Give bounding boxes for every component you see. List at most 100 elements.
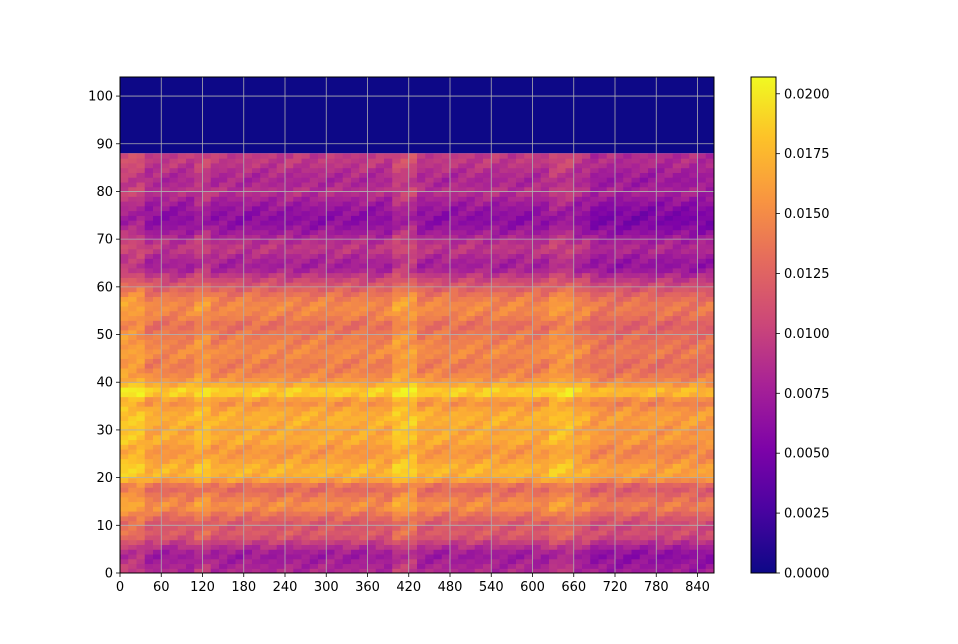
heatmap-cell (375, 406, 385, 412)
heatmap-cell (483, 515, 492, 522)
heatmap-cell (177, 387, 187, 393)
heatmap-cell (408, 377, 418, 383)
heatmap-cell (507, 353, 517, 359)
heatmap-cell (177, 377, 187, 383)
heatmap-cell (144, 296, 154, 302)
heatmap-cell (186, 458, 195, 464)
heatmap-cell (540, 263, 550, 269)
heatmap-cell (375, 272, 385, 278)
heatmap-cell (235, 191, 245, 197)
heatmap-cell (202, 553, 212, 560)
heatmap-cell (375, 234, 385, 240)
heatmap-cell (326, 296, 336, 302)
heatmap-cell (557, 506, 567, 512)
heatmap-cell (417, 158, 426, 164)
heatmap-cell (153, 243, 162, 250)
heatmap-cell (326, 215, 336, 221)
heatmap-cell (202, 468, 212, 474)
heatmap-cell (153, 477, 162, 483)
heatmap-cell (466, 429, 476, 436)
heatmap-cell (400, 468, 410, 474)
heatmap-cell (235, 334, 245, 340)
heatmap-cell (268, 429, 278, 436)
heatmap-cell (136, 348, 146, 355)
heatmap-cell (499, 172, 509, 178)
heatmap-cell (384, 310, 393, 317)
heatmap-cell (425, 243, 435, 250)
heatmap-cell (351, 382, 360, 388)
heatmap-cell (549, 372, 558, 379)
heatmap-cell (458, 558, 468, 565)
heatmap-cell (582, 248, 591, 255)
heatmap-cell (219, 205, 228, 212)
heatmap-cell (293, 358, 303, 364)
heatmap-cell (227, 491, 237, 498)
heatmap-cell (194, 301, 204, 307)
heatmap-cell (301, 301, 311, 307)
heatmap-cell (318, 210, 327, 216)
heatmap-cell (499, 487, 509, 493)
heatmap-cell (532, 506, 542, 512)
heatmap-cell (153, 253, 162, 259)
heatmap-cell (243, 558, 253, 565)
heatmap-cell (309, 191, 319, 197)
heatmap-cell (582, 315, 591, 321)
heatmap-cell (425, 234, 435, 240)
heatmap-cell (342, 310, 352, 317)
heatmap-cell (260, 568, 270, 573)
heatmap-cell (359, 520, 369, 526)
heatmap-cell (549, 363, 558, 369)
heatmap-cell (392, 420, 402, 426)
heatmap-cell (301, 334, 311, 340)
heatmap-cell (334, 263, 344, 269)
heatmap-cell (227, 196, 237, 202)
heatmap-cell (425, 181, 435, 188)
heatmap-cell (450, 472, 459, 479)
heatmap-cell (285, 282, 294, 288)
heatmap-cell (177, 496, 187, 503)
heatmap-cell (524, 396, 534, 402)
heatmap-cell (425, 515, 435, 522)
heatmap-cell (375, 205, 385, 212)
heatmap-cell (177, 272, 187, 278)
heatmap-cell (474, 296, 484, 302)
heatmap-cell (120, 472, 129, 479)
heatmap-cell (243, 215, 253, 221)
heatmap-cell (285, 220, 294, 226)
heatmap-cell (144, 229, 154, 235)
heatmap-cell (565, 372, 575, 379)
heatmap-cell (540, 239, 550, 245)
heatmap-cell (276, 444, 286, 450)
heatmap-cell (474, 310, 484, 317)
heatmap-cell (309, 515, 319, 522)
heatmap-cell (186, 558, 195, 565)
heatmap-cell (491, 410, 501, 417)
heatmap-cell (161, 339, 171, 345)
heatmap-cell (268, 186, 278, 193)
heatmap-cell (161, 277, 171, 283)
heatmap-cell (441, 549, 451, 555)
heatmap-cell (136, 329, 146, 336)
heatmap-cell (466, 181, 476, 188)
heatmap-cell (276, 325, 286, 331)
heatmap-cell (417, 425, 426, 431)
heatmap-cell (474, 301, 484, 307)
heatmap-cell (582, 344, 591, 350)
heatmap-cell (417, 172, 426, 178)
heatmap-cell (400, 253, 410, 259)
heatmap-cell (392, 258, 402, 264)
heatmap-cell (400, 220, 410, 226)
heatmap-cell (219, 258, 228, 264)
heatmap-cell (153, 272, 162, 278)
heatmap-cell (260, 372, 270, 379)
heatmap-cell (136, 282, 146, 288)
heatmap-cell (458, 458, 468, 464)
heatmap-cell (557, 310, 567, 317)
heatmap-cell (491, 372, 501, 379)
heatmap-cell (400, 406, 410, 412)
heatmap-cell (144, 449, 154, 455)
heatmap-cell (524, 229, 534, 235)
heatmap-cell (524, 158, 534, 164)
heatmap-cell (219, 453, 228, 460)
heatmap-cell (285, 344, 294, 350)
